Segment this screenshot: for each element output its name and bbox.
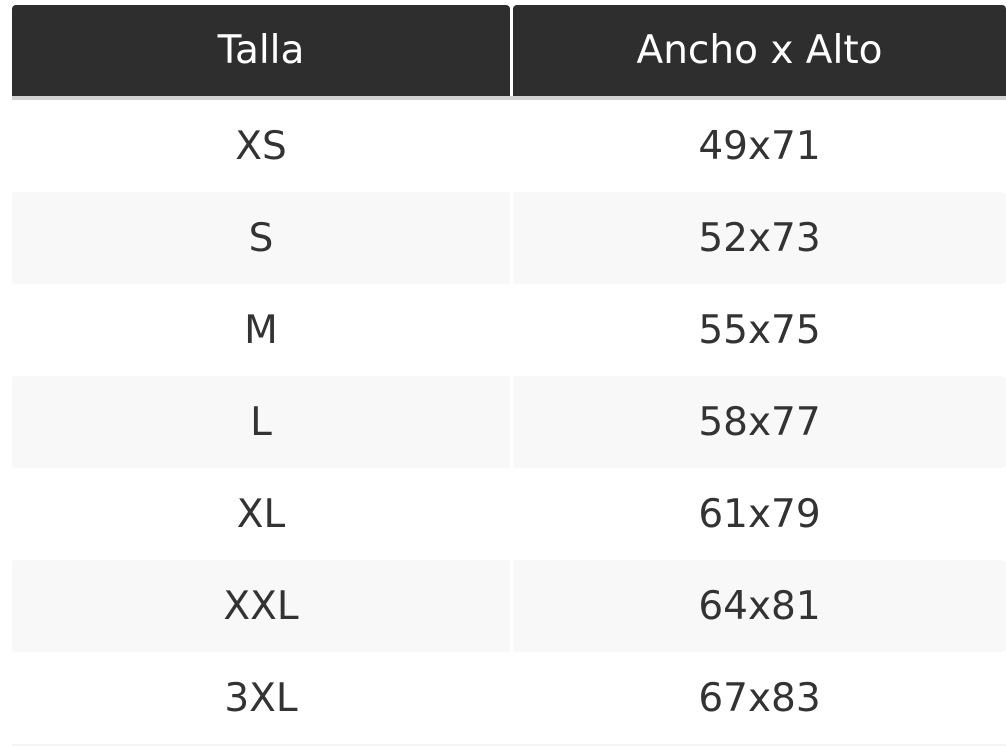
dimensions-cell: 55x75 [698,307,821,353]
size-cell: XS [235,123,287,169]
header-size: Talla [12,5,510,96]
size-cell: M [244,307,278,353]
table-row: L 58x77 [12,376,1006,468]
dimensions-cell: 58x77 [513,376,1006,468]
dimensions-cell: 64x81 [513,560,1006,652]
size-cell: L [12,376,510,468]
size-cell: XL [236,491,286,537]
size-table: Talla Ancho x Alto XS 49x71 S 52x73 M 55x75 L 5… [12,5,1006,746]
size-cell: XXL [12,560,510,652]
table-row: 3XL 67x83 [12,652,1006,746]
table-row: XXL 64x81 [12,560,1006,652]
table-row: M 55x75 [12,284,1006,376]
dimensions-cell: 49x71 [698,123,821,169]
table-body: XS 49x71 S 52x73 M 55x75 L 58x77 XL 61x79 XXL 64x81… [12,100,1006,746]
table-row: XL 61x79 [12,468,1006,560]
table-row: XS 49x71 [12,100,1006,192]
table-row: S 52x73 [12,192,1006,284]
dimensions-cell: 61x79 [698,491,821,537]
table-header: Talla Ancho x Alto [12,5,1006,100]
header-dimensions: Ancho x Alto [513,5,1006,96]
size-cell: 3XL [224,675,298,721]
dimensions-cell: 67x83 [698,675,821,721]
size-cell: S [12,192,510,284]
dimensions-cell: 52x73 [513,192,1006,284]
